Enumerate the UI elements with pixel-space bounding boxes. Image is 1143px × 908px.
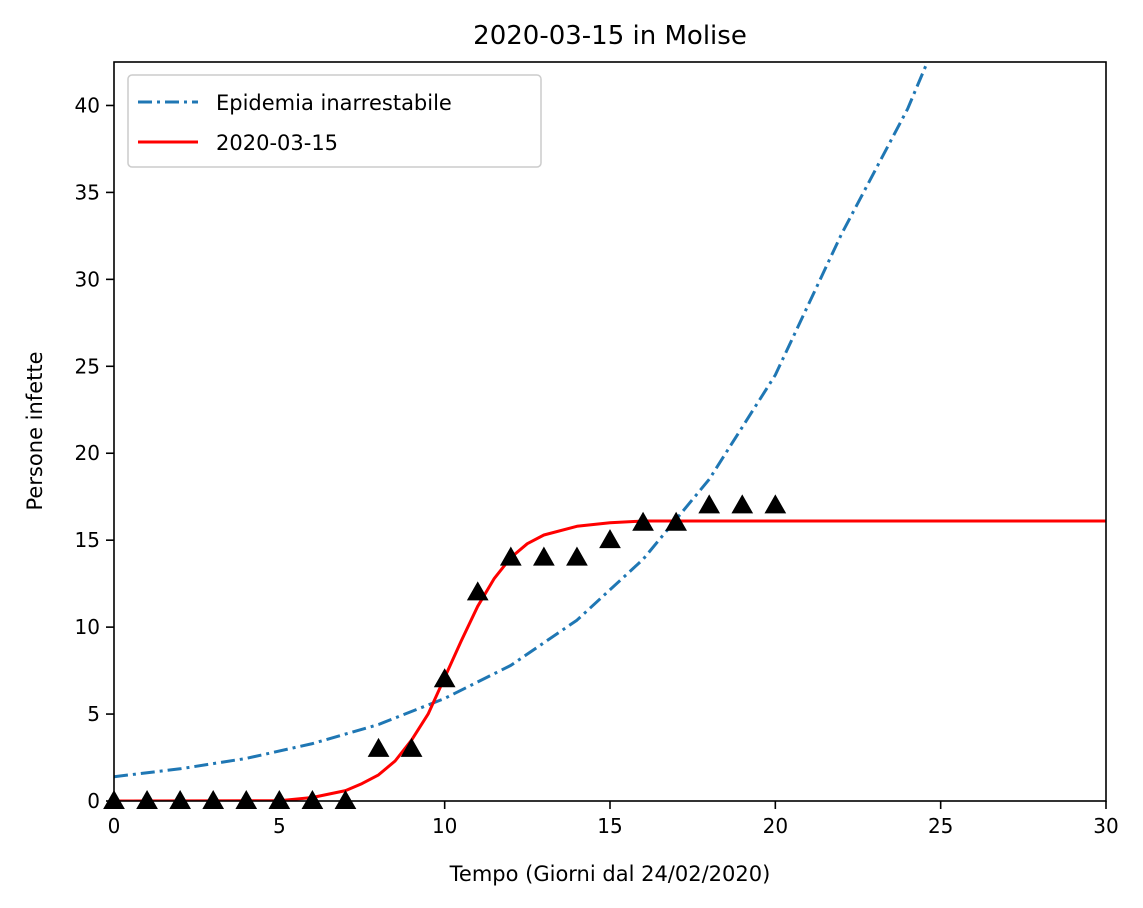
legend-label-fit: 2020-03-15 xyxy=(216,131,338,155)
x-tick-label: 5 xyxy=(273,814,286,838)
x-tick-label: 25 xyxy=(928,814,953,838)
observed-point xyxy=(334,789,357,809)
y-tick-label: 40 xyxy=(75,93,100,117)
x-tick-label: 0 xyxy=(108,814,121,838)
plot-frame xyxy=(113,61,1107,802)
observed-point xyxy=(367,737,390,757)
observed-point xyxy=(433,668,456,688)
y-tick-label: 20 xyxy=(75,441,100,465)
observed-point xyxy=(731,494,754,514)
observed-point xyxy=(169,789,191,809)
observed-point xyxy=(566,546,588,566)
observed-point xyxy=(632,511,654,531)
y-tick-label: 5 xyxy=(87,702,100,726)
observed-point xyxy=(466,581,489,601)
observed-point xyxy=(301,789,324,809)
y-tick-label: 0 xyxy=(87,789,100,813)
observed-point xyxy=(533,546,555,566)
y-axis-label: Persone infette xyxy=(23,351,47,510)
observed-point xyxy=(202,789,225,809)
series-line-epidemia-inarrestabile xyxy=(114,62,929,779)
observed-point xyxy=(235,789,258,809)
y-tick-label: 35 xyxy=(75,180,100,204)
legend-box xyxy=(127,74,542,168)
observed-point xyxy=(400,737,423,757)
legend: Epidemia inarrestabile 2020-03-15 xyxy=(127,74,542,168)
x-axis-label: Tempo (Giorni dal 24/02/2020) xyxy=(449,862,771,886)
x-tick-label: 15 xyxy=(597,814,622,838)
observed-point xyxy=(764,494,787,514)
legend-label-epidemia: Epidemia inarrestabile xyxy=(216,91,452,115)
y-tick-label: 30 xyxy=(75,267,100,291)
observed-point xyxy=(599,529,621,549)
x-tick-label: 30 xyxy=(1093,814,1118,838)
y-tick-label: 10 xyxy=(75,615,100,639)
observed-point xyxy=(698,494,721,514)
x-tick-label: 20 xyxy=(763,814,788,838)
series-line-2020-03-15 xyxy=(114,519,1106,801)
observed-point xyxy=(499,546,522,566)
observed-point xyxy=(136,789,158,809)
y-tick-label: 25 xyxy=(75,354,100,378)
x-tick-label: 10 xyxy=(432,814,457,838)
observed-point xyxy=(665,511,687,531)
y-tick-label: 15 xyxy=(75,528,100,552)
chart-title: 2020-03-15 in Molise xyxy=(473,21,747,51)
